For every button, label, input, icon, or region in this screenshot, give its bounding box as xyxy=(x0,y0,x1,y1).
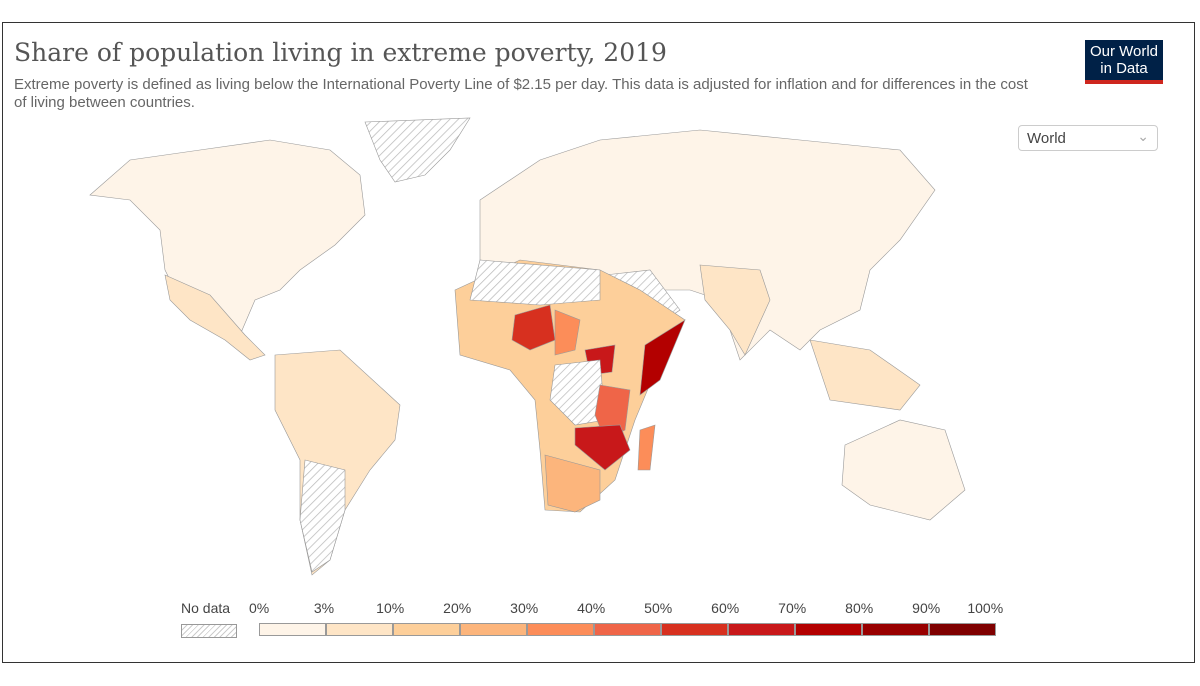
madagascar xyxy=(637,424,656,471)
legend-bin[interactable] xyxy=(728,623,795,636)
north-africa-nodata xyxy=(469,259,601,306)
greenland xyxy=(364,117,471,183)
legend-no-data-swatch xyxy=(181,624,237,638)
mexico-central-america xyxy=(164,274,266,361)
somalia-highest xyxy=(639,319,686,396)
legend-no-data-label: No data xyxy=(181,600,231,616)
chevron-down-icon: ⌄ xyxy=(1137,128,1149,144)
legend-tick-label: 30% xyxy=(510,600,539,616)
north-america xyxy=(89,139,366,336)
southeast-asia xyxy=(809,339,921,411)
south-america xyxy=(274,349,401,576)
legend-tick-label: 60% xyxy=(711,600,740,616)
page-title: Share of population living in extreme po… xyxy=(14,38,667,67)
argentina xyxy=(299,459,346,573)
legend-tick-label: 50% xyxy=(644,600,673,616)
legend-tick-label: 3% xyxy=(313,600,335,616)
legend-tick-label: 100% xyxy=(967,600,1004,616)
chart-frame xyxy=(2,22,1195,663)
legend-tick-label: 70% xyxy=(778,600,807,616)
legend-bin[interactable] xyxy=(661,623,728,636)
nigeria-chad xyxy=(554,309,581,356)
subtitle: Extreme poverty is defined as living bel… xyxy=(14,76,1028,111)
legend-bin[interactable] xyxy=(929,623,996,636)
legend-bin[interactable] xyxy=(862,623,929,636)
australia xyxy=(841,419,966,521)
legend-tick-label: 40% xyxy=(577,600,606,616)
southern-africa xyxy=(544,454,601,513)
legend-tick-label: 90% xyxy=(912,600,941,616)
zambia-malawi-moz xyxy=(574,424,631,471)
legend-tick-label: 80% xyxy=(845,600,874,616)
legend-bin[interactable] xyxy=(259,623,326,636)
legend-bin[interactable] xyxy=(795,623,862,636)
legend-tick-label: 10% xyxy=(376,600,405,616)
sahel-high-poverty xyxy=(511,304,556,351)
owid-logo: Our World in Data xyxy=(1085,40,1163,84)
india xyxy=(699,264,771,356)
legend-bin[interactable] xyxy=(460,623,527,636)
legend-tick-label: 20% xyxy=(443,600,472,616)
legend-bin[interactable] xyxy=(326,623,393,636)
region-select-value: World xyxy=(1027,130,1066,147)
legend-bin[interactable] xyxy=(527,623,594,636)
region-select[interactable]: World ⌄ xyxy=(1018,125,1158,151)
legend-tick-label: 0% xyxy=(249,600,270,616)
congo-nodata xyxy=(549,359,606,426)
legend-bin[interactable] xyxy=(594,623,661,636)
legend-bin[interactable] xyxy=(393,623,460,636)
